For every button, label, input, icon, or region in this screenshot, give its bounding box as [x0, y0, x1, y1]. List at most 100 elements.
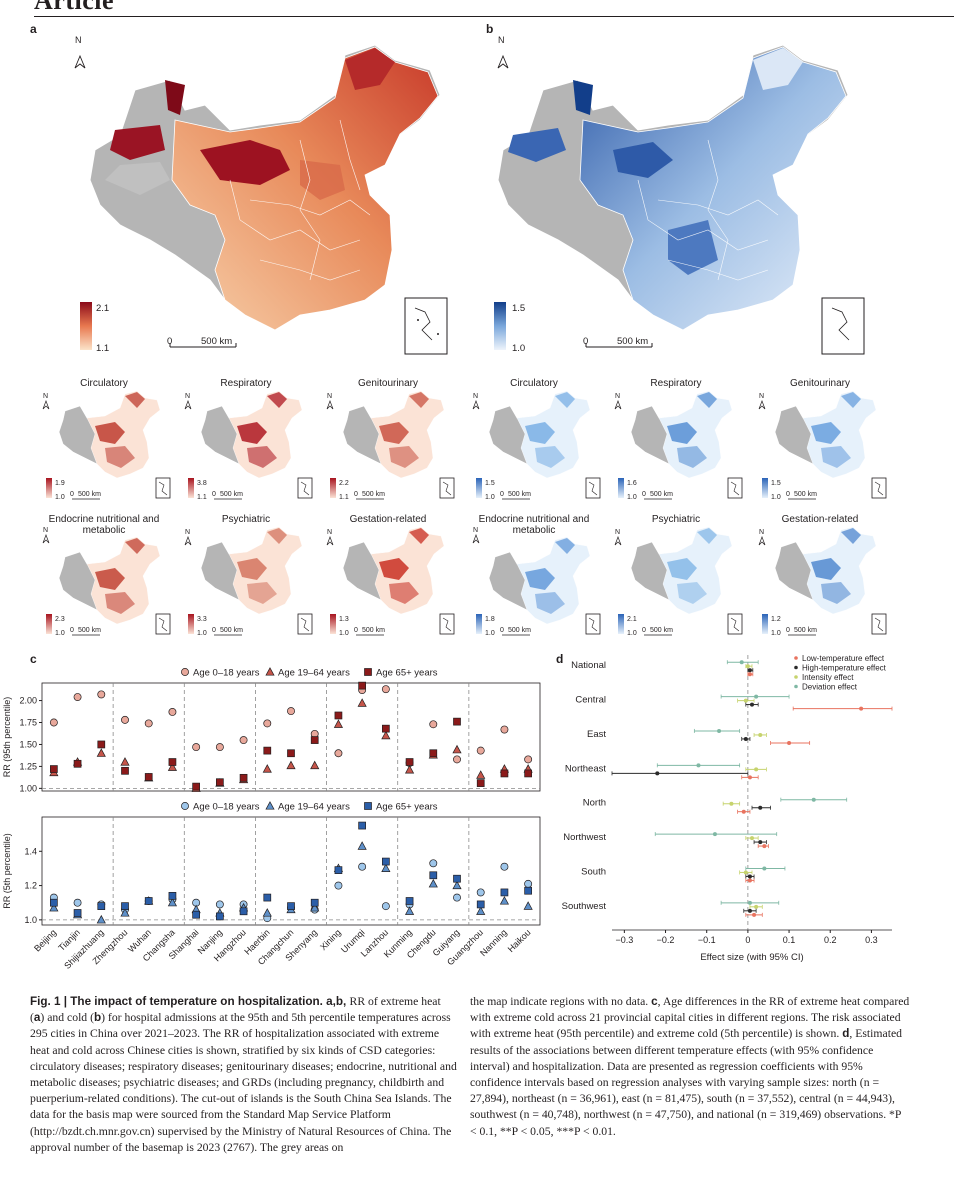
- estimate-point: [747, 775, 752, 780]
- data-region: [95, 422, 125, 444]
- data-point: [215, 743, 224, 752]
- legend-colorbar: [188, 478, 194, 498]
- data-region: [677, 446, 707, 468]
- data-point: [192, 910, 200, 919]
- y-tick-label: 1.00: [19, 783, 37, 793]
- north-arrow-icon: [326, 536, 334, 546]
- legend-label: Low-temperature effect: [802, 654, 885, 663]
- small-map-graphic: 3.8 1.1 0 500 km N: [184, 390, 313, 501]
- scale-length: 500 km: [508, 627, 531, 634]
- legend-marker: [794, 665, 798, 670]
- north-label: N: [759, 393, 764, 400]
- small-map-graphic: 1.9 1.0 0 500 km N: [42, 390, 171, 501]
- legend-max: 3.3: [197, 616, 207, 623]
- data-point: [524, 879, 533, 888]
- panels-ab-maps: [74, 44, 865, 355]
- data-point: [381, 902, 390, 911]
- data-point: [405, 758, 414, 766]
- x-category-label: Nanning: [478, 927, 509, 958]
- data-point: [168, 892, 177, 900]
- data-point: [452, 880, 462, 890]
- estimate-point: [696, 763, 701, 768]
- data-region: [409, 528, 429, 544]
- data-point: [404, 764, 415, 774]
- scale-zero: 0: [642, 491, 646, 498]
- inset-islands: [588, 617, 598, 632]
- legend-min: 1.0: [627, 494, 637, 501]
- north-label: N: [185, 529, 190, 536]
- scale-length: 500 km: [508, 491, 531, 498]
- caption-bold: d: [842, 1027, 850, 1041]
- legend-marker: [181, 802, 189, 810]
- data-region: [811, 558, 841, 580]
- inset-islands: [874, 617, 884, 632]
- legend-label: Intensity effect: [802, 673, 854, 682]
- panel-b-label: b: [486, 22, 494, 36]
- data-region: [389, 582, 419, 604]
- data-point: [500, 769, 509, 778]
- estimate-point: [754, 694, 759, 699]
- north-arrow-icon: [758, 536, 766, 546]
- data-region: [697, 528, 717, 544]
- y-tick-label: 1.2: [24, 881, 37, 891]
- caption-text: the map indicate regions with no data.: [470, 995, 652, 1008]
- data-region: [535, 592, 565, 614]
- data-region: [228, 390, 303, 479]
- small-map-graphic: 1.2 1.0 0 500 km N: [758, 526, 887, 637]
- cold-small-map: Gestation-related 1.2 1.0 0 500 km N: [756, 514, 898, 648]
- small-map-graphic: 2.3 1.0 0 500 km N: [42, 527, 171, 637]
- estimate-point: [787, 740, 792, 745]
- north-label-b: N: [498, 35, 505, 45]
- region-label: South: [581, 866, 606, 877]
- data-point: [334, 711, 343, 720]
- scale-length: 500 km: [220, 491, 243, 498]
- legend-label: Age 19–64 years: [278, 802, 350, 813]
- data-point: [500, 888, 509, 897]
- small-map-title: Endocrine nutritional and metabolic: [478, 514, 590, 536]
- data-point: [121, 715, 129, 724]
- data-region: [95, 568, 125, 590]
- region-label: Southwest: [562, 901, 607, 912]
- plot-frame: [41, 816, 541, 926]
- china-outline: [630, 526, 733, 615]
- figure-caption-col2: the map indicate regions with no data. c…: [470, 994, 910, 1140]
- data-point: [381, 863, 391, 872]
- data-point: [216, 778, 224, 787]
- small-map-graphic: 1.6 1.0 0 500 km N: [614, 390, 743, 501]
- data-point: [168, 708, 177, 716]
- inset-islands: [588, 481, 598, 496]
- legend-min: 1.0: [55, 630, 65, 637]
- data-point: [49, 902, 59, 912]
- estimate-point: [758, 732, 763, 737]
- data-point: [357, 841, 367, 850]
- data-point: [358, 821, 366, 830]
- heat-small-map: Endocrine nutritional and metabolic 2.3 1.…: [40, 514, 182, 648]
- china-outline: [630, 390, 733, 479]
- north-label: N: [43, 393, 48, 400]
- data-point: [476, 779, 485, 787]
- china-outline: [774, 526, 877, 615]
- legend-min: 1.0: [771, 630, 781, 637]
- data-region: [667, 558, 697, 580]
- panel-d-label: d: [556, 652, 564, 666]
- region-label: Northwest: [563, 832, 606, 843]
- data-point: [286, 760, 296, 770]
- estimate-point: [762, 844, 767, 849]
- data-region: [525, 422, 555, 444]
- data-point: [524, 886, 532, 895]
- data-region: [516, 536, 591, 625]
- data-point: [357, 698, 367, 707]
- data-point: [334, 866, 343, 874]
- data-region: [667, 422, 697, 444]
- plot-frame: [41, 682, 541, 792]
- data-point: [499, 896, 510, 905]
- y-tick-label: 1.0: [24, 915, 37, 925]
- data-region: [802, 526, 877, 615]
- data-point: [523, 901, 533, 910]
- data-region: [389, 446, 419, 468]
- data-point: [405, 897, 414, 905]
- north-label: N: [185, 393, 190, 400]
- data-region: [247, 446, 277, 468]
- region-label: Central: [575, 695, 606, 706]
- data-point: [216, 912, 224, 921]
